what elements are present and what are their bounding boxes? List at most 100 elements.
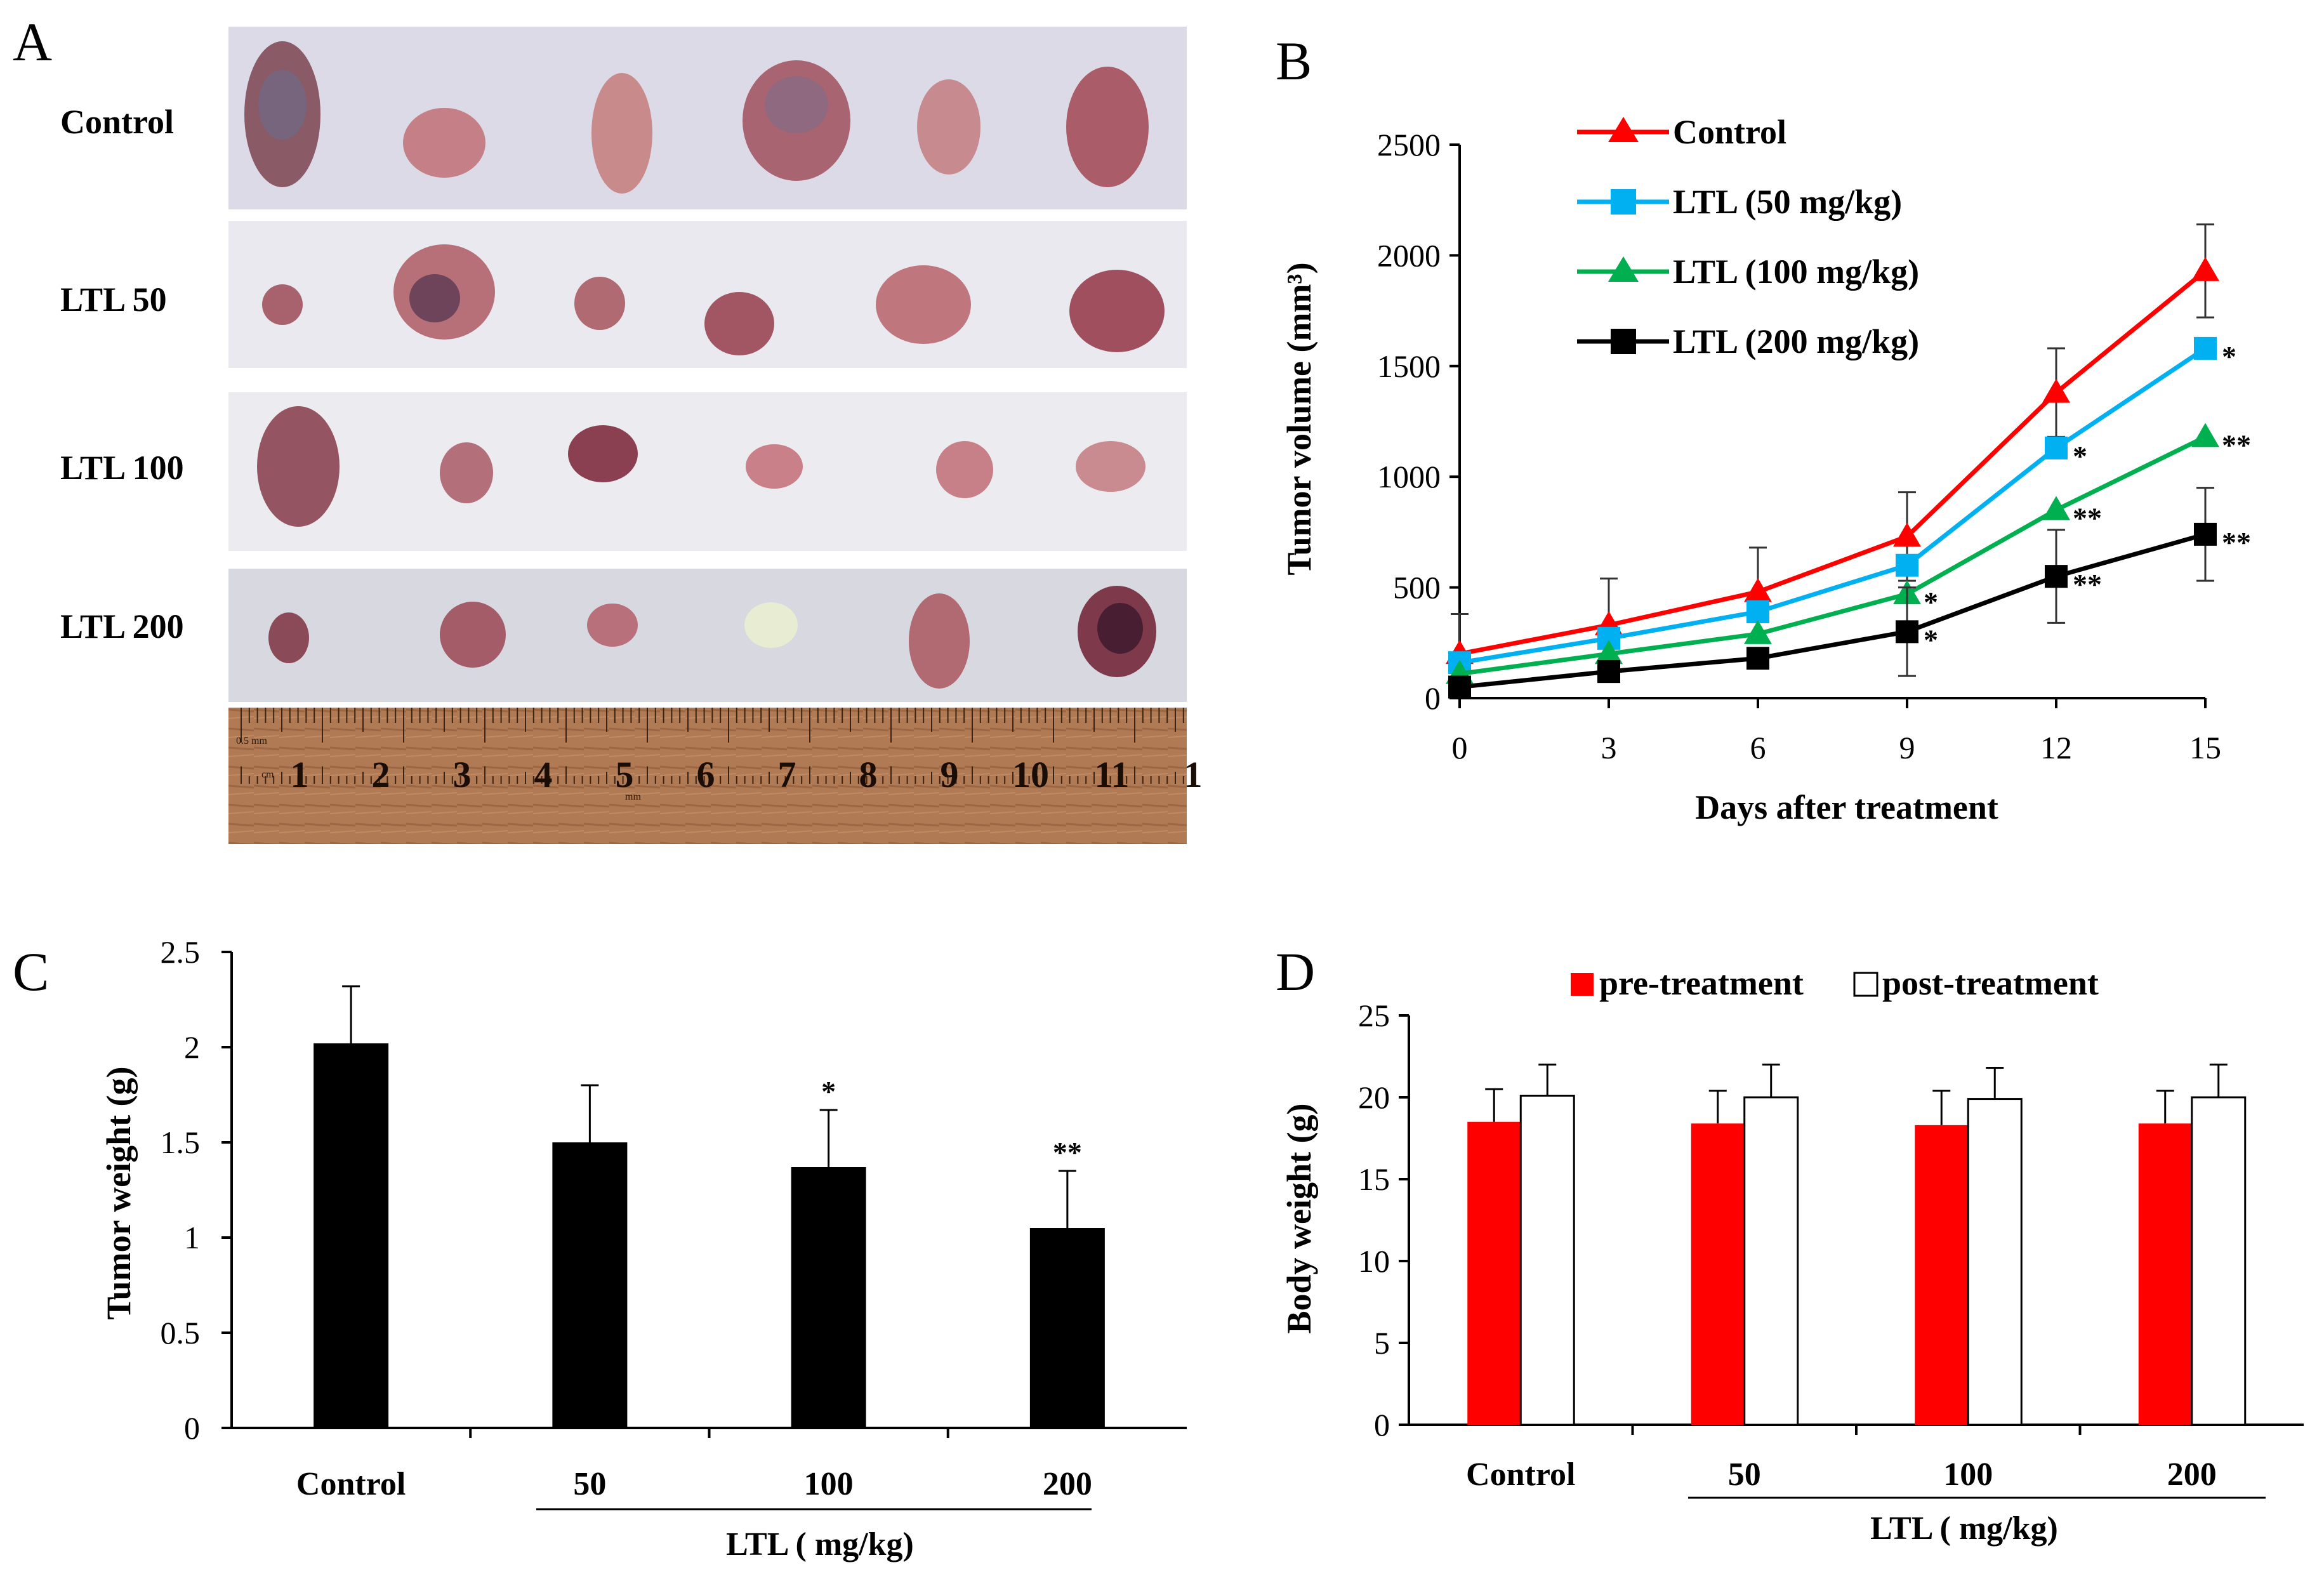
legend-swatch-pre [1571,973,1594,996]
y-tick-label: 2500 [1377,127,1441,162]
category-label: 50 [573,1466,606,1502]
bar [552,1142,628,1428]
data-point [2042,378,2070,403]
bars-group [1467,1063,2247,1426]
group-label: LTL ( mg/kg) [726,1526,914,1562]
bar-post [1967,1098,2023,1426]
data-point [1746,647,1769,670]
y-tick-label: 2.5 [161,934,201,970]
ruler-small-label: mm [625,791,641,802]
category-labels: Control 50 100 200 [296,1466,1092,1502]
legend-marker [1608,117,1639,142]
data-point [1746,600,1769,623]
legend-marker [1611,189,1636,215]
ruler-number: 3 [453,754,472,795]
data-point [2191,256,2219,281]
bar-post [1743,1096,1799,1426]
category-label: 200 [1043,1466,1092,1502]
data-point [1595,640,1623,664]
y-tick-label: 5 [1374,1325,1390,1361]
tumor [765,76,828,133]
ruler-number: 4 [534,754,553,795]
bar [314,1043,389,1428]
legend-label: LTL (100 mg/kg) [1673,253,1919,291]
tumor [936,441,993,498]
significance-star: * [1924,586,1938,618]
tumor [1097,603,1143,654]
ruler-number: 10 [1012,754,1049,795]
category-label: Control [1466,1457,1575,1493]
y-tick-label: 0.5 [161,1315,201,1351]
ruler-number: 1 [291,754,309,795]
axis-tick-marks [221,951,949,1438]
data-point [2045,565,2068,588]
tumor [746,444,803,489]
x-tick-label: 15 [2189,730,2221,765]
x-tick-label: 0 [1452,730,1468,765]
tumor [574,277,625,330]
bar [1029,1228,1105,1428]
ruler-number: 11 [1095,754,1130,795]
legend: pre-treatment post-treatment [1571,964,2099,1002]
y-tick-label: 0 [1374,1407,1390,1443]
y-tick-label: 0 [184,1410,200,1446]
data-point [1896,620,1918,644]
bar-pre [1915,1125,1969,1425]
x-tick-label: 12 [2040,730,2072,765]
data-point [1744,619,1772,644]
x-tick-label: 6 [1750,730,1766,765]
data-point [2194,336,2217,360]
tumor [257,406,340,527]
tumor [409,274,460,322]
y-tick-label: 0 [1425,680,1441,716]
tumor-photo-rows: Control LTL 50 LTL 100 LTL 200 [60,27,1187,702]
y-tick-labels: 0 500 1000 1500 2000 2500 [1377,127,1441,716]
tumor [917,79,980,175]
legend-marker [1608,256,1639,282]
tumor-photographs [244,41,1165,689]
y-tick-label: 1000 [1377,459,1441,494]
legend-label: LTL (50 mg/kg) [1673,183,1902,221]
significance-star: ** [1053,1136,1082,1168]
tumor [591,73,652,194]
category-label: 200 [2167,1457,2217,1493]
tumor [258,70,307,140]
axis-tick-marks [1399,1014,2082,1435]
significance-star: * [1924,623,1938,656]
legend-label: pre-treatment [1599,964,1804,1002]
bar [791,1167,866,1428]
y-axis-title: Tumor volume (mm³) [1280,262,1318,575]
significance-star: ** [2222,428,2251,461]
tumor [1066,67,1149,187]
series-line [1459,532,2206,690]
tumor [568,425,638,482]
y-tick-label: 1 [184,1220,200,1255]
significance-star: * [2222,340,2236,373]
panel-c: C 00.511.522.5 Tumor weight (g) *** Cont… [13,934,1187,1562]
tumor [704,292,774,355]
ruler-ticks [241,708,1184,784]
legend-label: LTL (200 mg/kg) [1673,322,1919,360]
ruler-number: 9 [941,754,959,795]
y-tick-label: 25 [1358,998,1390,1033]
ruler: 0.5 mm cm mm 1 2 3 4 5 6 7 8 9 10 11 1 [228,708,1203,844]
tumor [876,265,971,344]
series-group: ************ [1446,223,2251,699]
ruler-number: 7 [778,754,796,795]
series-line [1459,346,2207,665]
axis-tick-marks [1449,143,2207,708]
category-label: Control [296,1466,406,1502]
data-point [1896,553,1918,577]
photo-row-bg [228,392,1187,551]
bars-group: *** [314,985,1105,1428]
legend-label: post-treatment [1882,964,2099,1002]
data-point [1744,578,1772,602]
photo-row-bg [228,27,1187,209]
y-tick-label: 2000 [1377,237,1441,273]
tumor [262,284,303,325]
category-label: 100 [804,1466,854,1502]
series-control [1446,223,2219,695]
significance-star: * [821,1075,836,1107]
y-axis-title: Body weight (g) [1280,1104,1318,1334]
